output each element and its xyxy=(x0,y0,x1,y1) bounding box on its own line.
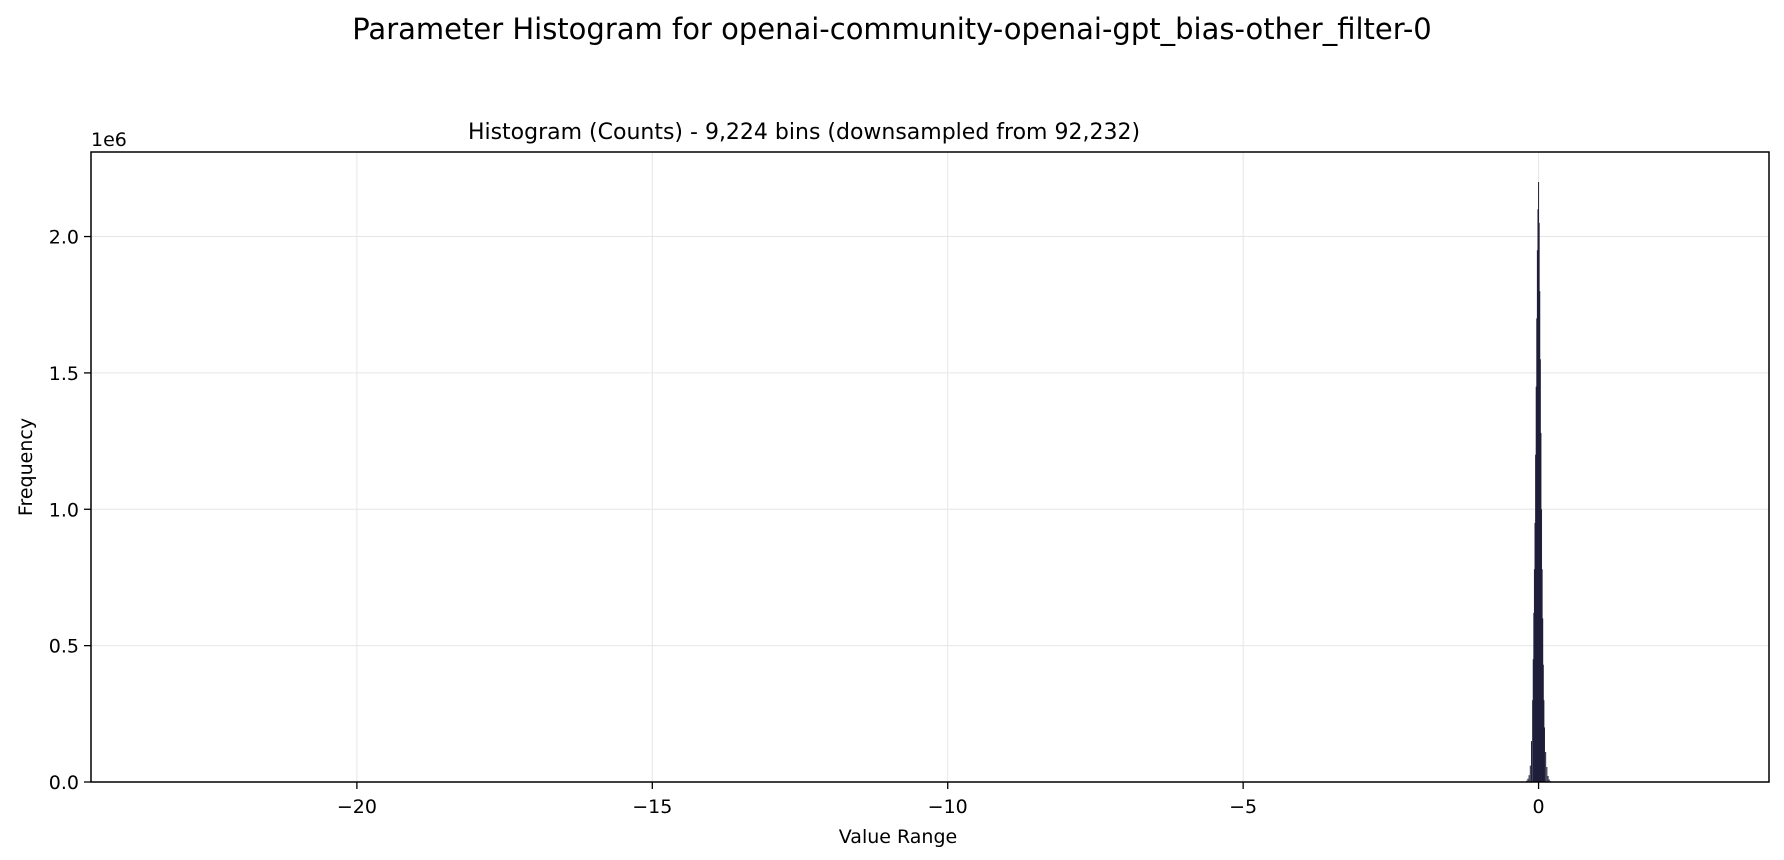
x-tick-label: 0 xyxy=(1533,796,1545,818)
histogram-bar xyxy=(1530,741,1532,782)
histogram-bar xyxy=(1540,432,1542,782)
histogram-bar xyxy=(1546,767,1548,782)
histogram-bar xyxy=(1547,776,1549,782)
x-tick-label: −15 xyxy=(632,796,672,818)
histogram-bar xyxy=(1533,569,1535,782)
histogram-bar xyxy=(1536,250,1538,782)
y-axis-ticks: 0.0 0.5 1.0 1.5 2.0 xyxy=(49,227,91,794)
histogram-bar xyxy=(1528,775,1530,782)
grid-layer xyxy=(91,152,1769,783)
y-offset-label: 1e6 xyxy=(91,129,127,151)
histogram-bar xyxy=(1535,386,1537,782)
histogram-bar xyxy=(1538,222,1540,783)
histogram-bar xyxy=(1535,454,1537,782)
x-axis-ticks: −20 −15 −10 −5 0 xyxy=(337,782,1545,818)
y-tick-label: 2.0 xyxy=(49,227,79,249)
x-tick-label: −10 xyxy=(928,796,968,818)
histogram-bar xyxy=(1538,182,1540,782)
plot-frame xyxy=(90,151,1770,783)
histogram-bar xyxy=(1532,700,1534,782)
histogram-bar xyxy=(1529,765,1531,782)
y-tick-label: 1.5 xyxy=(49,363,79,385)
histogram-bar xyxy=(1527,778,1529,782)
histogram-bar xyxy=(1532,659,1534,782)
histogram-bar xyxy=(1542,618,1544,782)
histogram-bar xyxy=(1536,318,1538,782)
histogram-bar xyxy=(1548,779,1550,782)
chart-title: Histogram (Counts) - 9,224 bins (downsam… xyxy=(468,120,1140,145)
histogram-bar xyxy=(1542,664,1544,782)
histogram-bar xyxy=(1541,569,1543,782)
figure-suptitle: Parameter Histogram for openai-community… xyxy=(352,12,1432,46)
y-tick-label: 0.0 xyxy=(49,772,79,794)
histogram-bar xyxy=(1539,359,1541,782)
histogram-bar xyxy=(1543,727,1545,782)
histogram-bar xyxy=(1533,612,1535,782)
x-tick-label: −20 xyxy=(337,796,377,818)
x-axis-label: Value Range xyxy=(839,826,957,848)
histogram-bar xyxy=(1537,209,1539,783)
histogram-bar xyxy=(1543,700,1545,782)
histogram-bar xyxy=(1541,509,1543,782)
histogram-bar xyxy=(1545,752,1547,782)
y-tick-label: 1.0 xyxy=(49,499,79,521)
histogram-bar xyxy=(1534,522,1536,782)
histogram-bars xyxy=(1526,182,1551,783)
y-tick-label: 0.5 xyxy=(49,636,79,658)
x-tick-label: −5 xyxy=(1229,796,1257,818)
histogram-bar xyxy=(1539,291,1541,782)
y-axis-label: Frequency xyxy=(15,418,37,516)
